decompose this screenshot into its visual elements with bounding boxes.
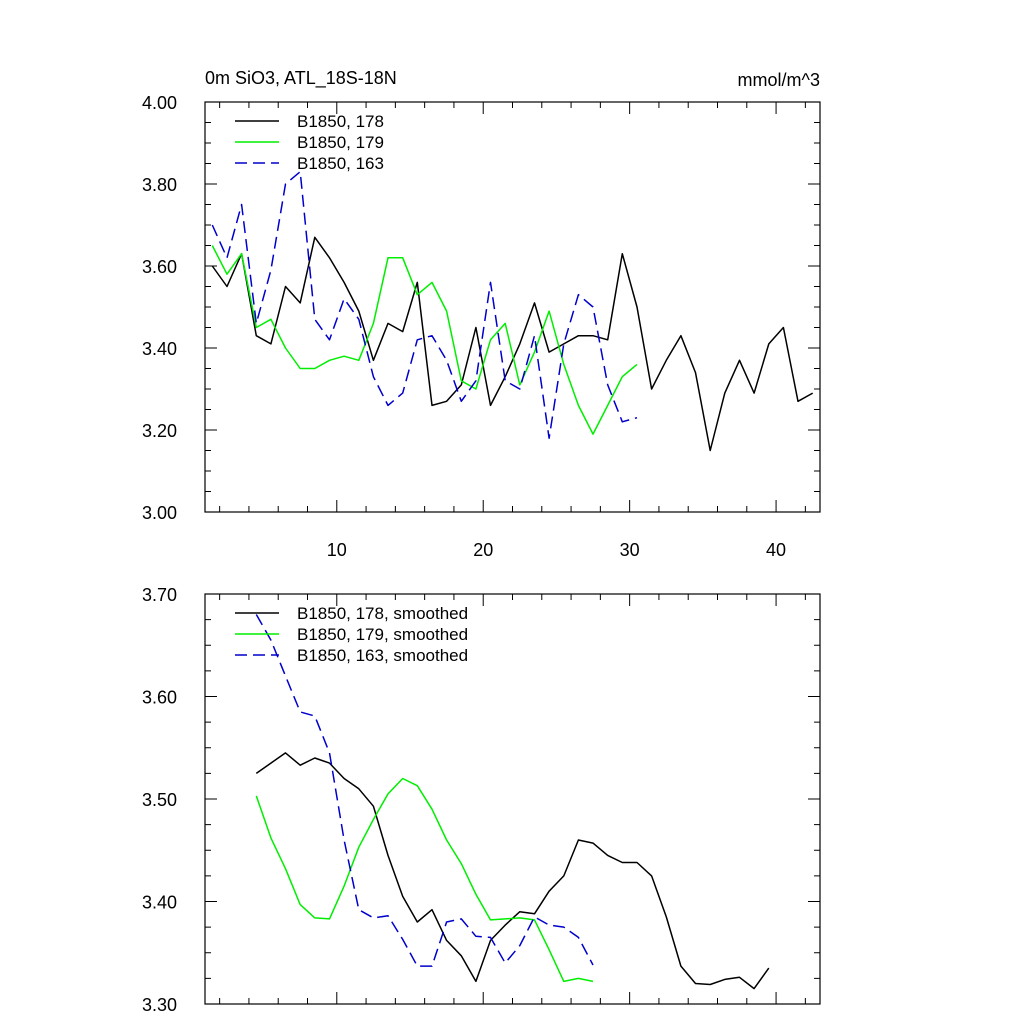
y-tick-label: 3.30 bbox=[142, 995, 177, 1015]
y-tick-label: 3.20 bbox=[142, 421, 177, 441]
series-line-2 bbox=[211, 245, 638, 435]
x-tick-label: 30 bbox=[620, 540, 640, 560]
y-tick-label: 4.00 bbox=[142, 93, 177, 113]
series-lines bbox=[255, 614, 770, 990]
y-tick-label: 3.60 bbox=[142, 688, 177, 708]
y-tick-label: 3.60 bbox=[142, 257, 177, 277]
top-panel: 0m SiO3, ATL_18S-18N mmol/m^3 3.003.203.… bbox=[142, 68, 821, 560]
y-tick-labels: 3.30 3.40 3.50 3.60 3.70 bbox=[142, 585, 177, 1015]
y-tick-label: 3.00 bbox=[142, 503, 177, 523]
legend-label: B1850, 163 bbox=[297, 154, 384, 173]
tick-marks bbox=[205, 593, 820, 1005]
bottom-panel: 3.30 3.40 3.50 3.60 3.70 B1850, 178, smoothe… bbox=[142, 585, 821, 1015]
x-tick-labels: 10 20 30 40 bbox=[327, 540, 786, 560]
x-tick-label: 20 bbox=[473, 540, 493, 560]
y-tick-label: 3.40 bbox=[142, 893, 177, 913]
legend-label: B1850, 179, smoothed bbox=[297, 625, 468, 644]
series-line-3 bbox=[211, 170, 638, 439]
x-tick-label: 40 bbox=[766, 540, 786, 560]
tick-marks bbox=[205, 101, 820, 513]
legend: B1850, 178, smoothed B1850, 179, smoothed… bbox=[235, 604, 468, 665]
series-lines bbox=[211, 170, 814, 452]
legend-label: B1850, 179 bbox=[297, 133, 384, 152]
units-label: mmol/m^3 bbox=[738, 70, 820, 90]
y-tick-label: 3.50 bbox=[142, 790, 177, 810]
x-tick-label: 10 bbox=[327, 540, 347, 560]
series-line-3 bbox=[255, 614, 594, 967]
legend-label: B1850, 178 bbox=[297, 112, 384, 131]
y-tick-label: 3.80 bbox=[142, 175, 177, 195]
series-line-1 bbox=[211, 236, 814, 452]
legend: B1850, 178 B1850, 179 B1850, 163 bbox=[235, 112, 384, 173]
panel-title: 0m SiO3, ATL_18S-18N bbox=[205, 68, 397, 89]
y-tick-labels: 3.00 3.20 3.40 3.60 3.80 4.00 bbox=[142, 93, 177, 523]
series-line-2 bbox=[255, 777, 594, 983]
legend-label: B1850, 178, smoothed bbox=[297, 604, 468, 623]
y-tick-label: 3.40 bbox=[142, 339, 177, 359]
y-tick-label: 3.70 bbox=[142, 585, 177, 605]
legend-label: B1850, 163, smoothed bbox=[297, 646, 468, 665]
